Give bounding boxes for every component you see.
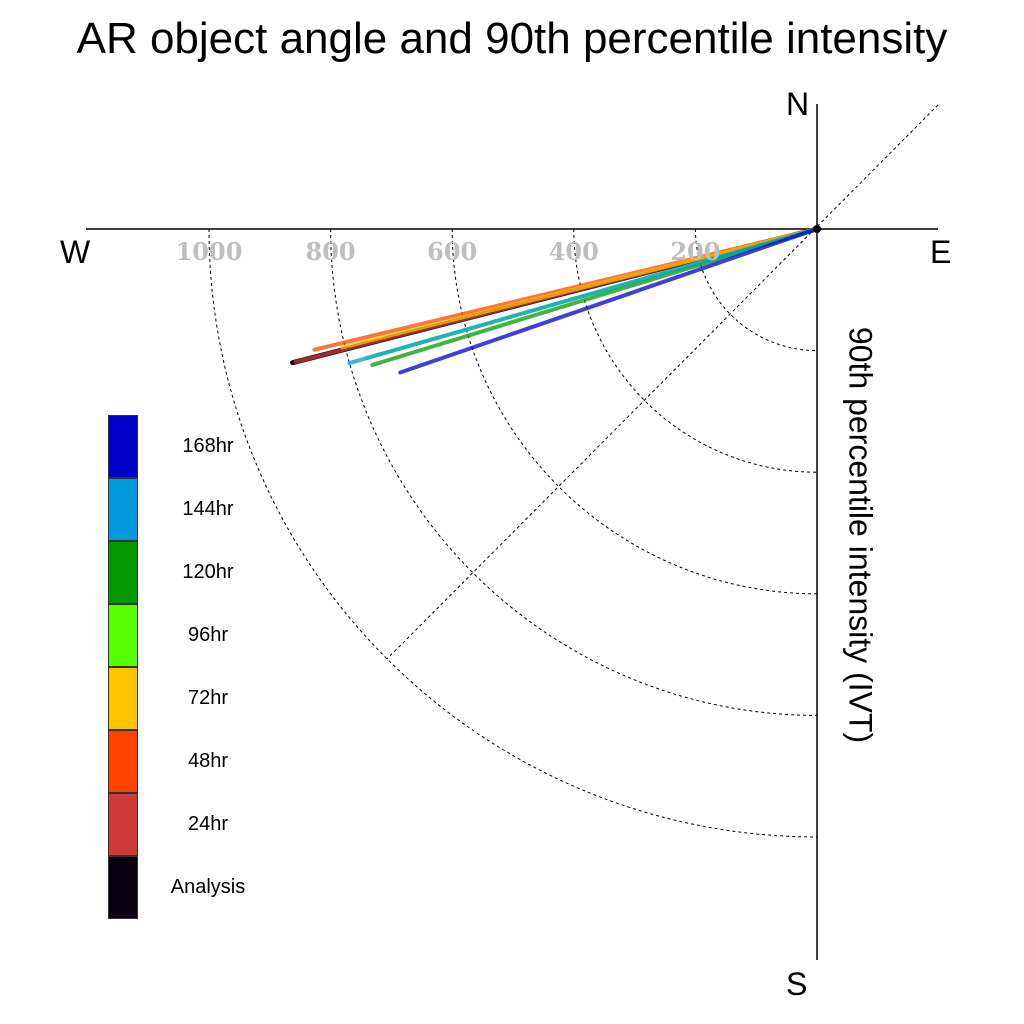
legend-label: 144hr: [182, 498, 234, 520]
compass-north-label: N: [786, 86, 810, 122]
series-layer: [290, 225, 821, 375]
radius-tick-label-800: 800: [306, 237, 356, 266]
y-axis-label-text: 90th percentile intensity (IVT): [842, 326, 879, 744]
series-line-72hr: [340, 227, 819, 350]
grid-diagonal: [386, 104, 939, 660]
grid-arc-200: [694, 228, 818, 352]
legend-swatch: [108, 793, 138, 856]
legend-label: 24hr: [187, 813, 229, 835]
legend-label: 120hr: [182, 561, 234, 583]
legend-label: 96hr: [187, 624, 229, 646]
legend-swatch: [108, 730, 138, 793]
legend-item-96hr: 96hr: [108, 604, 268, 667]
legend-item-48hr: 48hr: [108, 730, 268, 793]
compass-south-label: S: [786, 966, 808, 1002]
legend-item-168hr: 168hr: [108, 415, 268, 478]
legend-swatch: [108, 415, 138, 478]
legend-item-120hr: 120hr: [108, 541, 268, 604]
grid-arc-1000: [208, 228, 818, 838]
legend-swatch: [108, 604, 138, 667]
legend-item-analysis: Analysis: [108, 856, 268, 919]
compass-east-label: E: [930, 234, 952, 270]
compass-west-label: W: [60, 234, 91, 270]
radius-tick-label-600: 600: [427, 237, 477, 266]
legend-item-24hr: 24hr: [108, 793, 268, 856]
series-line-144hr: [347, 227, 819, 366]
series-line-168hr: [398, 227, 819, 375]
legend-label: Analysis: [170, 876, 246, 898]
radius-tick-label-1000: 1000: [176, 237, 243, 266]
legend-label: 168hr: [182, 435, 234, 457]
grid-arc-400: [573, 228, 818, 473]
legend-swatch: [108, 478, 138, 541]
grid-layer: [208, 104, 939, 838]
legend-item-144hr: 144hr: [108, 478, 268, 541]
origin-point: [813, 225, 821, 233]
legend-swatch: [108, 667, 138, 730]
radius-tick-label-400: 400: [549, 237, 599, 266]
legend-label: 72hr: [187, 687, 229, 709]
legend-swatch: [108, 856, 138, 919]
radius-tick-labels: 200 400 600 800 1000: [176, 237, 721, 266]
chart-title: AR object angle and 90th percentile inte…: [76, 14, 948, 63]
legend-swatch: [108, 541, 138, 604]
legend-label: 48hr: [187, 750, 229, 772]
axes-layer: [86, 104, 938, 960]
radius-tick-label-200: 200: [670, 237, 720, 266]
legend-item-72hr: 72hr: [108, 667, 268, 730]
